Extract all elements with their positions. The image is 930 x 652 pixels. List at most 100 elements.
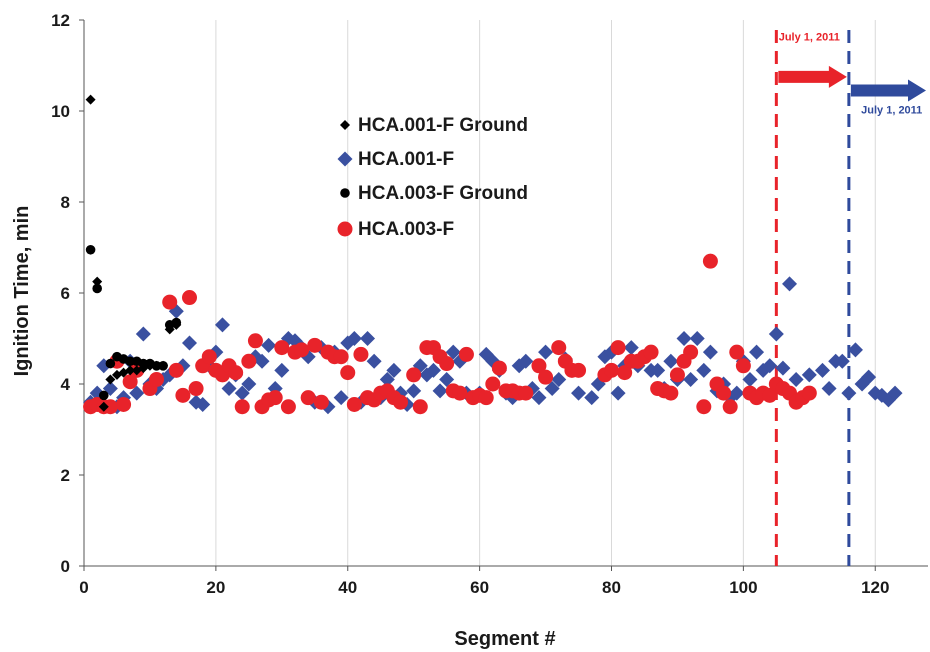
data-point [300,390,316,406]
data-point [551,340,567,356]
data-point [584,390,600,406]
data-point [201,349,217,365]
legend-entry-label: HCA.001-F Ground [358,115,528,136]
data-point [228,365,244,381]
x-tick-label: 80 [602,578,621,597]
data-point [353,346,369,362]
data-point [716,385,732,401]
data-point [151,361,162,371]
data-point [518,385,534,401]
data-point [221,381,237,397]
data-point [702,344,718,360]
data-point [571,362,587,378]
data-point [432,383,448,399]
data-point [538,344,554,360]
data-point [801,385,817,401]
data-point [538,369,554,385]
x-tick-label: 120 [861,578,889,597]
y-tick-label: 2 [61,466,70,485]
data-point [788,371,804,387]
data-point [274,362,290,378]
data-point [247,333,263,349]
data-point [425,362,441,378]
legend-marker [337,151,353,167]
data-point [815,362,830,378]
data-point [735,358,751,374]
arrow-annotation [850,79,926,102]
series-3 [85,244,182,401]
data-point [643,344,659,360]
data-point [274,340,290,356]
data-point [696,362,712,378]
data-point [683,371,699,387]
data-point [234,385,250,401]
x-tick-label: 100 [729,578,757,597]
data-point [214,317,230,333]
data-point [241,353,257,369]
annotations: July 1, 2011 July 1, 2011 [778,31,926,116]
data-point [98,390,109,401]
data-point [623,340,639,356]
data-point [122,374,138,390]
legend-entry-label: HCA.003-F [358,219,454,240]
data-point [393,394,408,410]
data-point [379,371,395,387]
data-point [182,335,197,351]
data-point [116,396,132,412]
data-point [768,326,784,342]
data-point [729,385,745,401]
data-point [531,390,547,406]
data-point [254,353,270,369]
data-point [663,353,679,369]
x-tick-label: 40 [338,578,357,597]
x-tick-label: 60 [470,578,489,597]
data-point [105,358,116,369]
plot-area [83,94,903,415]
data-point [129,385,145,401]
data-point [683,344,699,360]
data-point [689,331,705,346]
data-point [775,360,791,376]
data-point [346,331,362,346]
data-point [241,376,257,392]
data-point [158,361,168,371]
data-point [887,385,903,401]
data-point [610,340,626,356]
data-point [92,283,102,294]
data-point [676,331,692,346]
data-point [617,365,633,381]
data-point [531,358,547,374]
data-point [406,367,422,383]
data-point [261,337,277,353]
y-tick-label: 6 [61,284,70,303]
data-point [105,374,116,385]
data-point [439,371,455,387]
data-point [544,381,560,397]
data-point [861,369,877,385]
x-tick-label: 0 [79,578,88,597]
x-tick-label: 20 [206,578,225,597]
data-point [234,399,250,415]
data-point [610,385,626,401]
y-tick-label: 10 [51,102,70,121]
data-point [333,390,349,406]
data-point [742,371,758,387]
data-point [782,276,798,292]
arrow-annotation [778,65,847,88]
data-point [333,349,349,365]
legend-marker [340,188,350,198]
data-point [340,365,356,381]
data-point [439,356,455,372]
data-point [171,317,182,328]
data-point [669,367,685,383]
data-point [346,396,362,412]
data-point [195,396,211,412]
data-point [729,344,745,360]
y-tick-label: 12 [51,11,70,30]
data-point [551,371,567,387]
data-point [762,387,778,403]
legend-marker [340,120,350,130]
data-point [98,401,109,412]
